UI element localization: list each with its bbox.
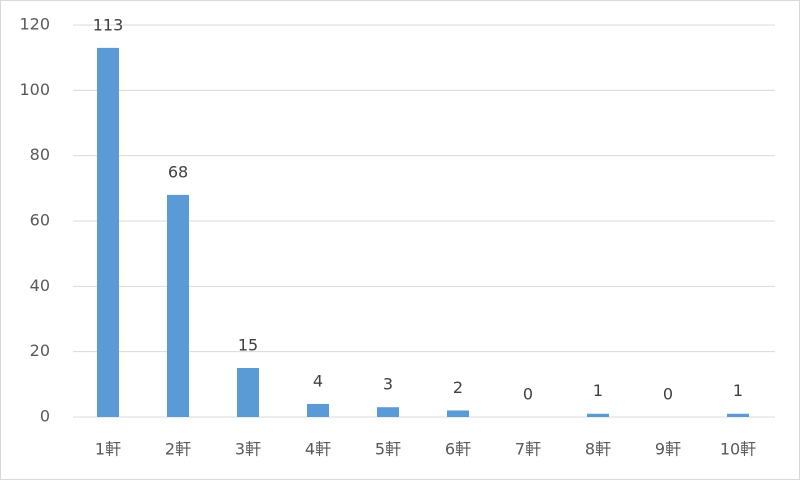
bar bbox=[447, 410, 469, 417]
x-tick-label: 7軒 bbox=[515, 440, 541, 459]
y-tick-label: 100 bbox=[19, 80, 50, 99]
data-label: 0 bbox=[523, 385, 533, 404]
bar bbox=[237, 368, 259, 417]
x-tick-label: 9軒 bbox=[655, 440, 681, 459]
x-tick-label: 5軒 bbox=[375, 440, 401, 459]
bar bbox=[587, 413, 609, 417]
bar bbox=[307, 403, 329, 417]
data-label: 2 bbox=[453, 378, 463, 397]
bar bbox=[167, 194, 189, 417]
x-tick-label: 4軒 bbox=[305, 440, 331, 459]
x-tick-label: 3軒 bbox=[235, 440, 261, 459]
bar bbox=[377, 407, 399, 417]
data-label: 4 bbox=[313, 371, 323, 390]
x-tick-label: 6軒 bbox=[445, 440, 471, 459]
data-label: 0 bbox=[663, 385, 673, 404]
y-tick-label: 120 bbox=[19, 15, 50, 34]
x-tick-label: 10軒 bbox=[720, 440, 756, 459]
data-label: 3 bbox=[383, 375, 393, 394]
y-tick-label: 20 bbox=[30, 341, 50, 360]
data-label: 68 bbox=[168, 162, 188, 181]
data-label: 1 bbox=[593, 381, 603, 400]
data-label: 1 bbox=[733, 381, 743, 400]
x-tick-label: 8軒 bbox=[585, 440, 611, 459]
y-tick-label: 40 bbox=[30, 276, 50, 295]
y-tick-label: 80 bbox=[30, 145, 50, 164]
data-label: 113 bbox=[93, 15, 124, 34]
y-tick-label: 60 bbox=[30, 211, 50, 230]
x-tick-label: 1軒 bbox=[95, 440, 121, 459]
bar bbox=[97, 47, 119, 417]
bar bbox=[727, 413, 749, 417]
x-tick-label: 2軒 bbox=[165, 440, 191, 459]
data-label: 15 bbox=[238, 336, 258, 355]
y-tick-label: 0 bbox=[40, 407, 50, 426]
